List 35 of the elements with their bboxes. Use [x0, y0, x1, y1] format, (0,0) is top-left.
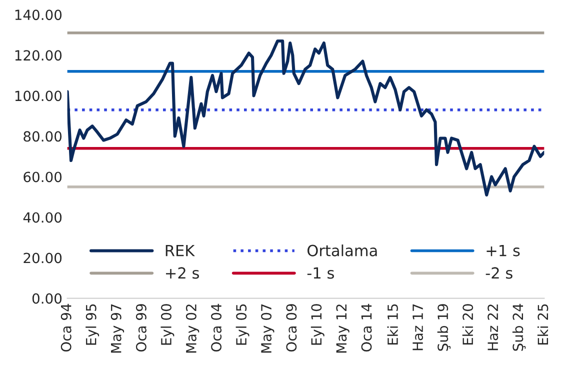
y-tick-label: 60.00	[24, 172, 62, 182]
y-tick-label: 140.00	[15, 10, 62, 20]
x-tick-label: Oca 94	[60, 304, 72, 352]
y-tick-label: 40.00	[23, 212, 62, 223]
x-tick-label: Haz 22	[488, 304, 498, 350]
x-tick-label: Oca 09	[286, 304, 297, 352]
x-tick-label: May 97	[110, 304, 124, 353]
x-tick-label: Eyl 95	[86, 304, 100, 345]
x-tick-label: Eyl 10	[310, 304, 324, 345]
y-tick-label: 80.00	[24, 131, 62, 142]
legend-label: Ortalama	[308, 244, 377, 256]
x-tick-label: May 07	[261, 304, 274, 353]
x-tick-label: Şub 24	[512, 304, 526, 351]
x-tick-label: May 12	[336, 304, 350, 353]
legend-label: +1 s	[486, 244, 520, 256]
legend-label: -2 s	[486, 267, 512, 279]
y-tick-label: 20.00	[24, 252, 62, 264]
x-tick-label: Oca 04	[211, 304, 222, 352]
y-tick-label: 0.00	[32, 293, 62, 304]
x-tick-label: Eki 25	[537, 304, 548, 345]
x-tick-label: Eyl 00	[160, 304, 174, 345]
legend-label: REK	[166, 244, 195, 256]
x-tick-label: Oca 99	[136, 304, 146, 352]
x-tick-label: Haz 17	[412, 304, 424, 350]
legend-label: +2 s	[166, 267, 199, 279]
x-tick-label: Oca 14	[361, 304, 372, 352]
x-tick-label: Eki 15	[387, 304, 398, 345]
x-tick-label: Şub 19	[437, 304, 451, 351]
line-series	[67, 39, 544, 196]
x-tick-label: May 02	[186, 304, 200, 353]
x-tick-label: Eyl 05	[236, 304, 250, 345]
y-tick-label: 100.00	[15, 90, 62, 102]
y-tick-label: 120.00	[15, 50, 62, 61]
x-tick-label: Eki 20	[462, 304, 474, 345]
legend-label: -1 s	[307, 267, 334, 279]
